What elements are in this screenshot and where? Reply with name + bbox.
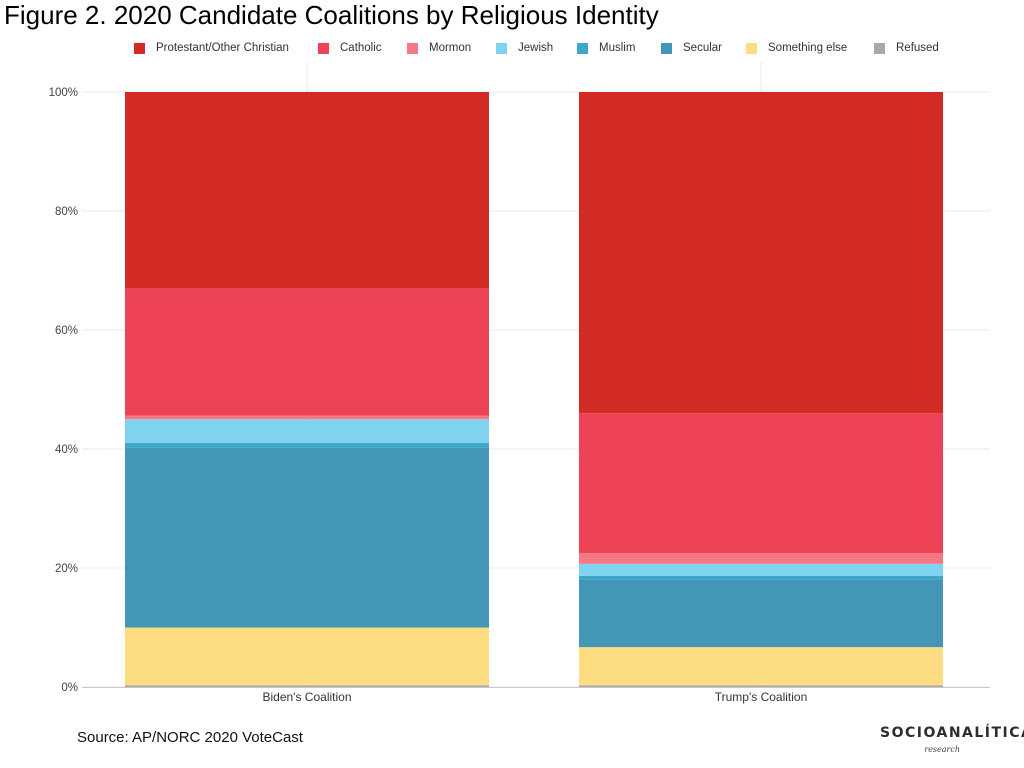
bar-segment-jewish-trump-s-coalition xyxy=(579,563,943,576)
stacked-bar-chart: 0% 20% 40% 60% 80% 100% Biden's Coalition Trump… xyxy=(49,62,990,704)
bar-segment-muslim-biden-s-coalition xyxy=(125,443,489,448)
x-category-label: Trump's Coalition xyxy=(715,690,808,704)
legend-label: Mormon xyxy=(429,42,472,54)
legend-label: Secular xyxy=(683,42,722,54)
y-tick-label: 60% xyxy=(55,325,78,337)
bar-segment-catholic-trump-s-coalition xyxy=(579,413,943,554)
y-tick-label: 100% xyxy=(49,87,78,99)
legend-swatch xyxy=(577,42,588,54)
legend-item-muslim: Muslim xyxy=(577,38,635,58)
legend-item-something-else: Something else xyxy=(746,38,847,58)
legend-label: Jewish xyxy=(518,42,554,54)
bar-segment-secular-trump-s-coalition xyxy=(579,579,943,648)
legend-item-refused: Refused xyxy=(874,38,939,58)
legend-item-protestant-other-christian: Protestant/Other Christian xyxy=(134,38,289,58)
y-tick-label: 80% xyxy=(55,206,78,218)
bar-segment-jewish-biden-s-coalition xyxy=(125,419,489,444)
bar-segment-refused-trump-s-coalition xyxy=(579,685,943,687)
bar-segment-protestant-other-christian-trump-s-coalition xyxy=(579,92,943,414)
bar-segment-mormon-biden-s-coalition xyxy=(125,415,489,420)
legend-swatch xyxy=(318,42,329,54)
legend: Protestant/Other Christian Catholic Mormon… xyxy=(0,38,1024,58)
legend-swatch xyxy=(496,42,507,54)
bar-segment-catholic-biden-s-coalition xyxy=(125,288,489,416)
legend-swatch xyxy=(134,42,145,54)
legend-swatch xyxy=(874,42,885,54)
bar-segment-protestant-other-christian-biden-s-coalition xyxy=(125,92,489,289)
legend-swatch xyxy=(407,42,418,54)
bar-segment-mormon-trump-s-coalition xyxy=(579,553,943,564)
logo-wordmark: SOCIOANALÍTICA xyxy=(880,725,1024,741)
bar-segment-muslim-trump-s-coalition xyxy=(579,575,943,580)
socioanalitica-logo: SOCIOANALÍTICA research xyxy=(880,725,1024,759)
legend-item-mormon: Mormon xyxy=(407,38,471,58)
bars xyxy=(125,92,943,687)
bar-segment-something-else-trump-s-coalition xyxy=(579,647,943,686)
legend-item-secular: Secular xyxy=(661,38,722,58)
chart-title: Figure 2. 2020 Candidate Coalitions by R… xyxy=(4,0,659,30)
logo-subtitle: research xyxy=(924,745,960,754)
bar-segment-secular-biden-s-coalition xyxy=(125,447,489,628)
legend-item-jewish: Jewish xyxy=(496,38,553,58)
bar-segment-something-else-biden-s-coalition xyxy=(125,627,489,686)
y-tick-label: 40% xyxy=(55,444,78,456)
legend-label: Something else xyxy=(768,42,848,54)
legend-label: Muslim xyxy=(599,42,636,54)
axes: 0% 20% 40% 60% 80% 100% Biden's Coalition Trump… xyxy=(49,87,990,704)
source-note: Source: AP/NORC 2020 VoteCast xyxy=(77,729,303,746)
legend-label: Catholic xyxy=(340,42,382,54)
y-tick-label: 0% xyxy=(61,682,78,694)
bar-segment-refused-biden-s-coalition xyxy=(125,685,489,687)
y-tick-label: 20% xyxy=(55,563,78,575)
x-category-label: Biden's Coalition xyxy=(262,690,351,704)
legend-label: Protestant/Other Christian xyxy=(156,42,289,54)
legend-swatch xyxy=(746,42,757,54)
legend-item-catholic: Catholic xyxy=(318,38,382,58)
legend-swatch xyxy=(661,42,672,54)
legend-label: Refused xyxy=(896,42,939,54)
